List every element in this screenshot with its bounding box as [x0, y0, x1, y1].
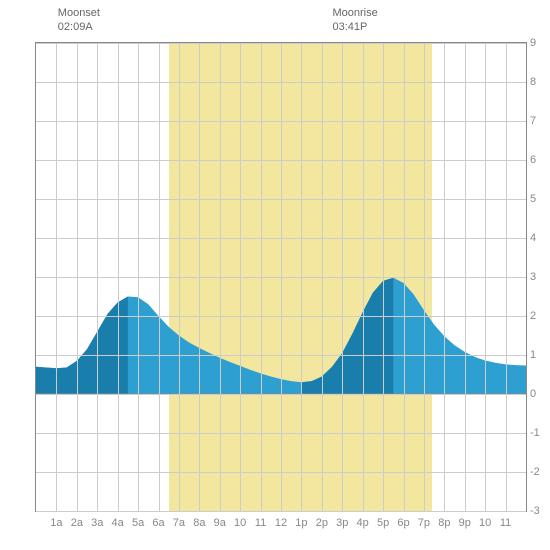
moonrise-label: Moonrise 03:41P: [333, 6, 378, 34]
x-tick-label: 1a: [50, 517, 62, 529]
x-tick-label: 6a: [152, 517, 164, 529]
y-tick-label: 7: [530, 115, 546, 127]
gridline-v: [383, 43, 384, 511]
y-tick-label: 3: [530, 271, 546, 283]
gridline-v: [77, 43, 78, 511]
x-tick-label: 5a: [132, 517, 144, 529]
moonset-time: 02:09A: [58, 20, 100, 34]
gridline-v: [118, 43, 119, 511]
gridline-v: [424, 43, 425, 511]
moonrise-title: Moonrise: [333, 6, 378, 20]
x-tick-label: 9a: [214, 517, 226, 529]
tide-chart: Moonset 02:09A Moonrise 03:41P -3-2-1012…: [0, 0, 550, 550]
y-tick-label: 6: [530, 154, 546, 166]
tide-fill-dark: [301, 278, 393, 394]
x-tick-label: 9p: [459, 517, 471, 529]
x-tick-label: 6p: [397, 517, 409, 529]
y-tick-label: -2: [530, 466, 546, 478]
y-tick-label: -3: [530, 505, 546, 517]
y-tick-label: 9: [530, 37, 546, 49]
x-tick-label: 4a: [112, 517, 124, 529]
x-tick-label: 8p: [438, 517, 450, 529]
moonset-label: Moonset 02:09A: [58, 6, 100, 34]
x-tick-label: 12: [275, 517, 287, 529]
gridline-v: [506, 43, 507, 511]
x-tick-label: 5p: [377, 517, 389, 529]
gridline-v: [159, 43, 160, 511]
y-tick-label: 1: [530, 349, 546, 361]
y-tick-label: 5: [530, 193, 546, 205]
y-tick-label: 0: [530, 388, 546, 400]
y-tick-label: 4: [530, 232, 546, 244]
y-tick-label: 8: [530, 76, 546, 88]
gridline-v: [485, 43, 486, 511]
x-tick-label: 4p: [357, 517, 369, 529]
gridline-v: [240, 43, 241, 511]
x-tick-label: 10: [479, 517, 491, 529]
gridline-v: [56, 43, 57, 511]
gridline-v: [281, 43, 282, 511]
y-tick-label: 2: [530, 310, 546, 322]
plot-area: -3-2-101234567891a2a3a4a5a6a7a8a9a101112…: [35, 42, 527, 512]
tide-fill-dark: [36, 297, 128, 395]
x-tick-label: 3p: [336, 517, 348, 529]
x-tick-label: 11: [500, 517, 511, 529]
x-tick-label: 10: [234, 517, 246, 529]
x-tick-label: 7a: [173, 517, 185, 529]
gridline-v: [342, 43, 343, 511]
gridline-v: [444, 43, 445, 511]
gridline-v: [179, 43, 180, 511]
x-tick-label: 1p: [295, 517, 307, 529]
gridline-v: [97, 43, 98, 511]
x-tick-label: 3a: [91, 517, 103, 529]
moonset-title: Moonset: [58, 6, 100, 20]
gridline-v: [301, 43, 302, 511]
gridline-v: [363, 43, 364, 511]
gridline-v: [465, 43, 466, 511]
moonrise-time: 03:41P: [333, 20, 378, 34]
x-tick-label: 2a: [71, 517, 83, 529]
x-tick-label: 8a: [193, 517, 205, 529]
gridline-v: [220, 43, 221, 511]
gridline-v: [199, 43, 200, 511]
gridline-v: [261, 43, 262, 511]
x-tick-label: 11: [255, 517, 266, 529]
gridline-v: [138, 43, 139, 511]
gridline-v: [404, 43, 405, 511]
x-tick-label: 2p: [316, 517, 328, 529]
gridline-h: [36, 511, 526, 512]
y-tick-label: -1: [530, 427, 546, 439]
x-tick-label: 7p: [418, 517, 430, 529]
gridline-v: [322, 43, 323, 511]
